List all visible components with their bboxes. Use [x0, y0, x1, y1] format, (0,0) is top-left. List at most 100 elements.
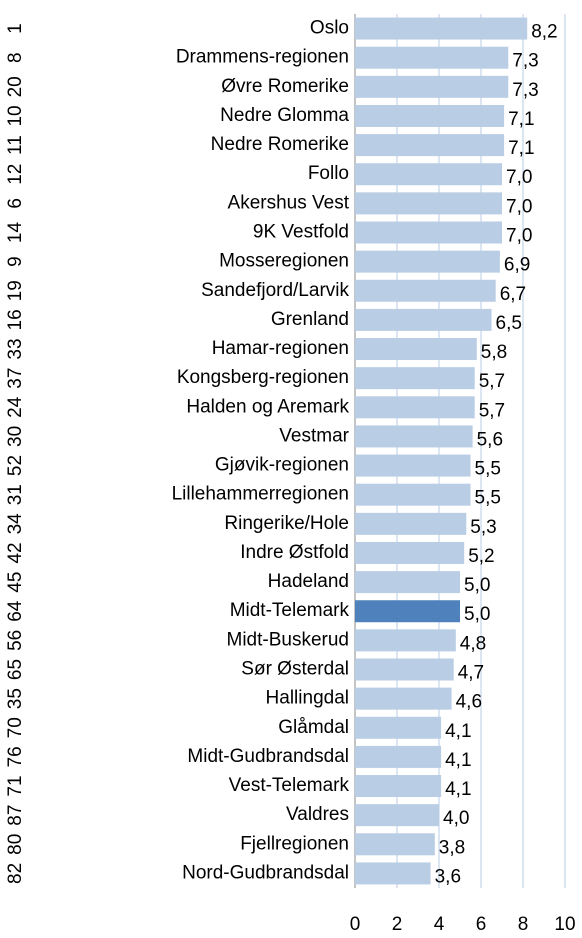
bar: [355, 483, 471, 506]
bar: [355, 454, 471, 477]
category-label: Øvre Romerike: [221, 76, 349, 97]
value-label: 5,3: [470, 517, 496, 538]
value-label: 4,7: [458, 663, 484, 684]
value-label: 3,8: [439, 837, 465, 858]
group-label: 65: [5, 659, 26, 680]
category-label: Hallingdal: [266, 688, 349, 709]
group-label: 11: [5, 135, 26, 155]
group-label: 70: [5, 717, 26, 738]
category-label: Grenland: [271, 309, 349, 330]
bar: [355, 279, 496, 302]
category-label: Indre Østfold: [240, 542, 349, 563]
value-label: 7,0: [506, 196, 532, 217]
category-label: Hamar-regionen: [212, 338, 349, 359]
x-tick-label: 10: [554, 914, 575, 935]
group-label: 8: [5, 52, 26, 63]
group-label: 24: [5, 396, 26, 418]
x-tick-label: 4: [434, 914, 445, 935]
category-label: Hadeland: [268, 571, 349, 592]
category-label: Gjøvik-regionen: [215, 455, 349, 476]
group-label: 52: [5, 455, 26, 476]
value-label: 6,5: [496, 313, 522, 334]
category-label: Glåmdal: [278, 717, 349, 738]
value-label: 4,6: [456, 692, 482, 713]
value-label: 4,0: [443, 808, 469, 829]
group-label: 12: [5, 164, 26, 185]
group-label: 42: [5, 542, 26, 563]
group-label: 33: [5, 338, 26, 359]
bar: [355, 571, 460, 594]
group-label: 14: [5, 222, 26, 244]
group-label: 30: [5, 426, 26, 447]
x-tick-label: 8: [518, 914, 529, 935]
value-label: 5,2: [468, 546, 494, 567]
category-label: Sør Østerdal: [241, 659, 349, 680]
group-label: 56: [5, 630, 26, 651]
category-label: Kongsberg-regionen: [177, 367, 349, 388]
value-label: 7,3: [512, 51, 538, 72]
value-label: 8,2: [531, 22, 557, 43]
group-label: 34: [5, 513, 26, 535]
x-tick-label: 0: [350, 914, 361, 935]
value-label: 7,1: [508, 109, 534, 130]
value-label: 4,1: [445, 750, 471, 771]
bar: [355, 221, 502, 244]
category-label: Midt-Gudbrandsdal: [187, 746, 349, 767]
group-label: 10: [5, 105, 26, 126]
bar: [355, 75, 509, 98]
bar: [355, 425, 473, 448]
bar: [355, 134, 505, 157]
category-label: Nedre Glomma: [220, 105, 349, 126]
category-label: Vestmar: [279, 425, 349, 446]
value-label: 5,8: [481, 342, 507, 363]
category-label: Sandefjord/Larvik: [201, 280, 349, 301]
group-label: 87: [5, 805, 26, 826]
category-label: Nedre Romerike: [211, 134, 349, 155]
value-label: 5,5: [475, 459, 501, 480]
x-tick-label: 2: [392, 914, 403, 935]
bar: [355, 396, 475, 419]
bar: [355, 745, 442, 768]
bar: [355, 804, 439, 827]
bar: [355, 862, 431, 885]
group-label: 1: [5, 23, 26, 34]
bar: [355, 512, 467, 535]
category-label: Drammens-regionen: [176, 47, 349, 68]
value-label: 6,7: [500, 284, 526, 305]
category-label: 9K Vestfold: [253, 222, 349, 243]
category-label: Lillehammerregionen: [172, 484, 349, 505]
bar: [355, 163, 502, 186]
group-label: 45: [5, 572, 26, 593]
value-label: 5,5: [475, 488, 501, 509]
value-label: 4,1: [445, 721, 471, 742]
value-label: 5,6: [477, 429, 503, 450]
group-label: 80: [5, 834, 26, 855]
group-label: 31: [5, 484, 26, 505]
category-label: Halden og Aremark: [186, 396, 349, 417]
value-label: 7,1: [508, 138, 534, 159]
category-label: Midt-Buskerud: [227, 629, 350, 650]
category-label: Vest-Telemark: [229, 775, 350, 796]
bar: [355, 46, 509, 69]
category-label: Oslo: [310, 18, 349, 39]
value-label: 6,9: [504, 255, 530, 276]
value-label: 5,0: [464, 575, 490, 596]
value-label: 4,8: [460, 633, 486, 654]
bar: [355, 308, 492, 331]
category-label: Fjellregionen: [240, 833, 349, 854]
value-label: 5,7: [479, 371, 505, 392]
bar: [355, 716, 442, 739]
value-label: 7,0: [506, 226, 532, 247]
group-label: 71: [5, 775, 26, 796]
category-label: Ringerike/Hole: [224, 513, 349, 534]
value-label: 5,0: [464, 604, 490, 625]
category-label: Follo: [308, 163, 349, 184]
bar: [355, 541, 465, 564]
value-label: 5,7: [479, 400, 505, 421]
bar: [355, 250, 500, 273]
group-label: 9: [5, 256, 26, 267]
category-label: Mosseregionen: [219, 251, 349, 272]
group-label: 20: [5, 76, 26, 97]
value-label: 7,0: [506, 167, 532, 188]
